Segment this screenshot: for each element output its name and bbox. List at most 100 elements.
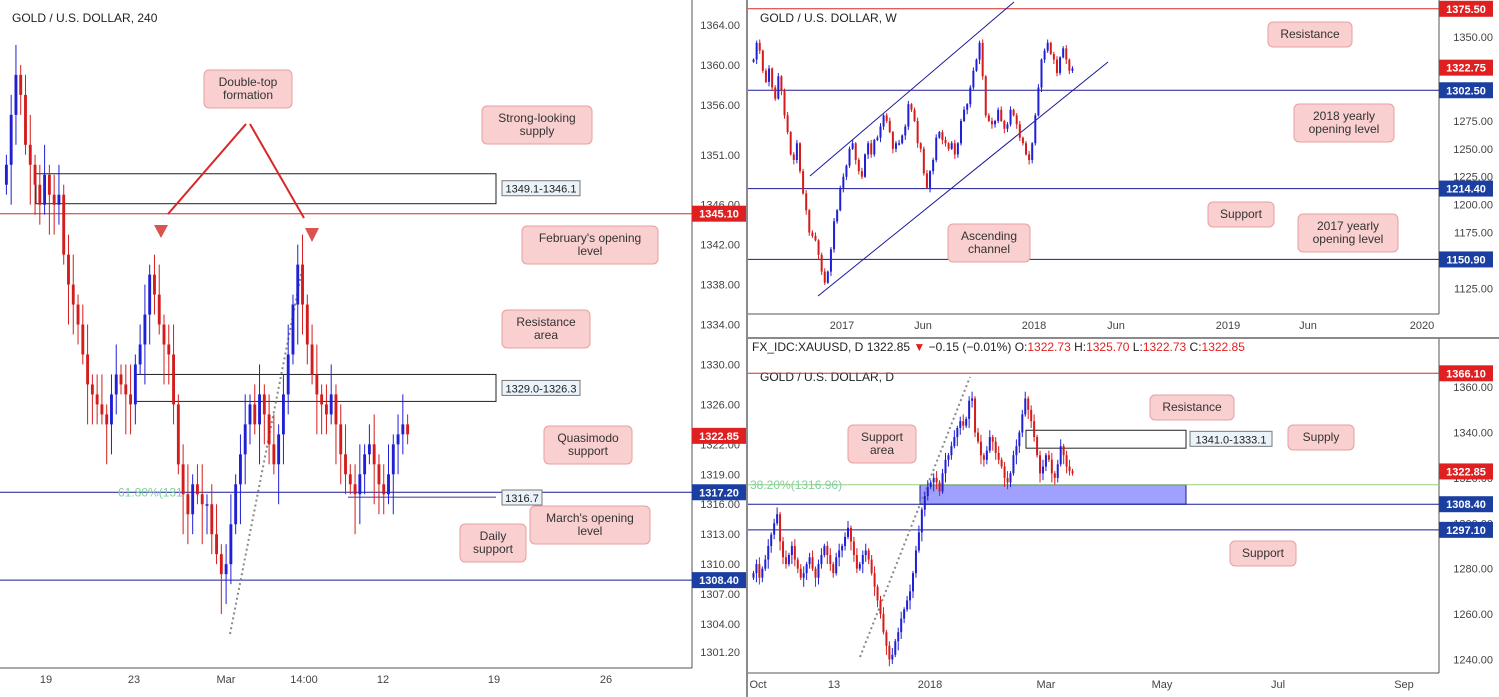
daily-candle-body <box>790 545 793 556</box>
daily-candle-body <box>838 550 841 558</box>
h4-candle-body <box>33 164 37 185</box>
daily-candle-body <box>752 573 755 578</box>
daily-candle-body <box>761 568 764 578</box>
weekly-candle-body <box>929 171 932 188</box>
daily-callout-support-box <box>1229 540 1297 567</box>
daily-candle-body <box>767 545 770 560</box>
weekly-y-tick: 1125.00 <box>1454 283 1493 295</box>
weekly-candle-body <box>820 254 823 272</box>
h4-candle-body <box>181 464 185 495</box>
daily-candle-body <box>997 452 1000 460</box>
h4-level-tag-text: 1317.20 <box>699 487 739 499</box>
h4-candle-body <box>153 274 156 295</box>
daily-y-tick: 1260.00 <box>1453 609 1493 621</box>
weekly-candle-body <box>833 221 836 250</box>
h4-arrow-right <box>249 123 305 219</box>
daily-candle-body <box>1012 455 1015 474</box>
weekly-candle-body <box>867 143 870 155</box>
weekly-channel-lower <box>817 61 1109 297</box>
h4-candle-body <box>229 524 233 565</box>
panel-divider-vertical[interactable] <box>746 0 748 697</box>
weekly-candle-body <box>786 115 789 133</box>
daily-fib-dotted <box>859 376 971 658</box>
daily-candle-body <box>971 398 974 401</box>
h4-candle-body <box>348 474 352 485</box>
weekly-candle-body <box>817 240 820 255</box>
daily-candle-body <box>894 641 897 655</box>
daily-chart-panel[interactable]: 1360.001340.001320.001300.001280.001260.… <box>748 339 1499 697</box>
daily-y-tick: 1280.00 <box>1453 564 1493 576</box>
weekly-candle-body <box>1003 120 1006 129</box>
h4-chart-title: GOLD / U.S. DOLLAR, 240 <box>12 11 158 25</box>
daily-last-price-tag-text: 1322.85 <box>1446 466 1486 478</box>
h4-x-tick: 19 <box>40 674 52 686</box>
daily-callout-resistance-text: Resistance <box>1162 400 1222 414</box>
weekly-candle-body <box>956 143 959 155</box>
h4-candle-body <box>396 434 400 445</box>
daily-candle-body <box>1030 409 1033 422</box>
weekly-candle-body <box>826 271 829 283</box>
weekly-candle-body <box>1000 109 1003 121</box>
h4-candle-body <box>382 484 386 495</box>
weekly-candle-body <box>885 115 888 121</box>
daily-candle-body <box>956 427 959 438</box>
h4-candle-body <box>205 504 209 506</box>
weekly-candle-body <box>975 59 978 71</box>
daily-chart[interactable]: 1360.001340.001320.001300.001280.001260.… <box>748 339 1499 697</box>
daily-candle-body <box>814 568 817 578</box>
weekly-candle-body <box>764 70 767 82</box>
h4-candle-body <box>133 364 137 405</box>
h4-chart-panel[interactable]: 1364.001360.001356.001351.001346.001342.… <box>0 0 746 697</box>
h4-callout-resistance-box <box>501 309 591 349</box>
weekly-candle-body <box>894 143 897 149</box>
weekly-candle-body <box>1031 143 1034 160</box>
daily-candle-body <box>947 455 950 460</box>
h4-candle-body <box>248 404 252 425</box>
daily-candle-body <box>867 550 870 560</box>
weekly-candle-body <box>1049 42 1052 54</box>
weekly-candle-body <box>811 232 814 236</box>
weekly-candle-body <box>925 173 928 188</box>
h4-candle-body <box>344 454 347 475</box>
h4-x-tick: Mar <box>217 674 236 686</box>
daily-candle-body <box>962 421 965 426</box>
weekly-callout-resistance-box <box>1267 21 1353 48</box>
h4-chart[interactable]: 1364.001360.001356.001351.001346.001342.… <box>0 0 746 697</box>
weekly-callout-channel-box <box>947 223 1031 263</box>
daily-candle-body <box>917 532 920 551</box>
weekly-chart-panel[interactable]: 1350.001325.001300.001275.001250.001225.… <box>748 0 1499 337</box>
daily-candle-body <box>888 645 891 660</box>
h4-y-tick: 1316.00 <box>700 499 740 511</box>
daily-candle-body <box>1059 446 1062 465</box>
weekly-candle-body <box>873 139 876 155</box>
h4-marker-right <box>305 228 319 242</box>
weekly-x-tick: 2019 <box>1216 320 1240 332</box>
h4-resistance-label: 1329.0-1326.3 <box>506 383 577 395</box>
h4-candle-body <box>329 394 333 415</box>
weekly-candle-body <box>879 126 882 138</box>
daily-x-tick: Oct <box>749 679 766 691</box>
daily-candle-body <box>1047 455 1050 460</box>
panel-divider-horizontal[interactable] <box>748 337 1499 339</box>
h4-candle-body <box>281 394 285 435</box>
weekly-candle-body <box>870 143 873 155</box>
weekly-callout-channel-text: Ascending <box>961 229 1017 243</box>
daily-candle-body <box>1024 398 1027 415</box>
weekly-last-price-tag <box>1439 59 1493 76</box>
weekly-candle-body <box>1006 124 1009 129</box>
h4-candle-body <box>138 344 142 365</box>
h4-candle-body <box>310 344 314 375</box>
weekly-candle-body <box>814 235 817 241</box>
daily-candle-body <box>770 534 773 546</box>
weekly-candle-body <box>836 210 839 222</box>
h4-level-tag-text: 1345.10 <box>699 209 739 221</box>
h4-x-tick: 12 <box>377 674 389 686</box>
weekly-chart[interactable]: 1350.001325.001300.001275.001250.001225.… <box>748 0 1499 337</box>
weekly-candle-body <box>891 132 894 149</box>
weekly-candle-body <box>1040 59 1043 88</box>
daily-header-change: −0.15 (−0.01%) <box>929 340 1015 354</box>
weekly-y-tick: 1275.00 <box>1453 116 1493 128</box>
h4-candle-body <box>143 314 147 345</box>
daily-last-price-tag <box>1439 463 1493 480</box>
weekly-level-tag <box>1439 82 1493 99</box>
